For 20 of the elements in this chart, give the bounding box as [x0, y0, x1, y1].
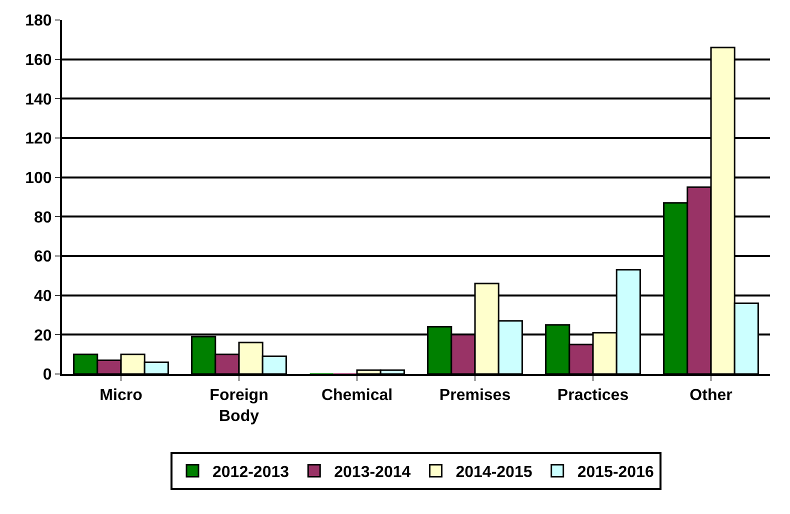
y-tick-label: 20 [34, 327, 52, 344]
x-tick-label: Premises [439, 387, 511, 404]
y-tick-label: 160 [25, 52, 52, 69]
legend-label: 2015-2016 [577, 464, 654, 482]
y-tick-label: 100 [25, 170, 52, 187]
legend-label: 2013-2014 [334, 464, 411, 482]
x-tick-label: Practices [557, 387, 629, 404]
x-tick-label: Micro [100, 387, 143, 404]
legend-label: 2012-2013 [212, 464, 290, 482]
y-tick-label: 80 [34, 209, 52, 226]
x-tick-label: Foreign Body [210, 387, 268, 425]
y-tick-label: 180 [25, 12, 52, 30]
legend-label: 2014-2015 [456, 464, 532, 482]
y-tick-label: 120 [25, 130, 52, 148]
x-tick-label: Other [690, 387, 732, 404]
y-tick-label: 140 [25, 91, 52, 108]
y-tick-label: 40 [34, 288, 52, 305]
y-tick-label: 0 [42, 366, 52, 384]
y-tick-label: 60 [34, 248, 52, 266]
x-tick-label: Chemical [321, 387, 393, 404]
